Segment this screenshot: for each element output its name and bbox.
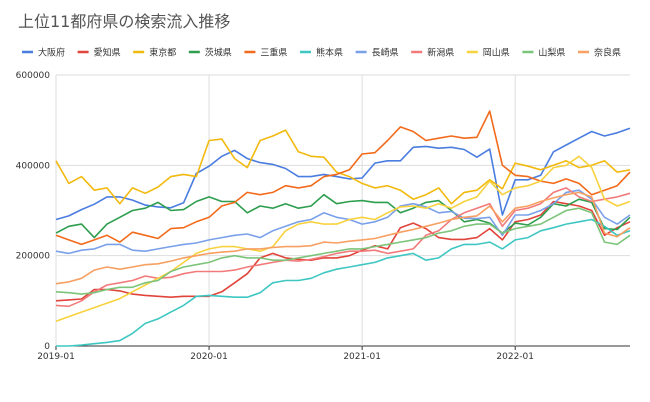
x-tick-label: 2021-01 [343, 352, 381, 362]
legend-item: 新潟県 [411, 47, 454, 59]
series-line-山梨県 [55, 207, 631, 295]
legend-item: 大阪府 [22, 47, 65, 59]
legend-label: 熊本県 [316, 47, 343, 59]
legend-item: 茨城県 [188, 47, 232, 59]
legend-label: 奈良県 [594, 47, 621, 59]
legend-label: 大阪府 [38, 47, 65, 59]
x-tick-label: 2020-01 [190, 352, 228, 362]
legend-label: 新潟県 [427, 47, 454, 59]
x-tick-label: 2022-01 [496, 352, 534, 362]
series-line-長崎県 [55, 189, 631, 255]
legend-item: 三重県 [244, 47, 287, 59]
series-line-熊本県 [56, 218, 631, 347]
y-tick-label: 400000 [16, 161, 51, 171]
legend-label: 岡山県 [483, 48, 510, 59]
series-lines [55, 110, 631, 347]
legend-item: 熊本県 [300, 47, 343, 59]
legend-item: 東京都 [133, 47, 176, 59]
legend-label: 愛知県 [94, 47, 121, 59]
legend: 大阪府 愛知県 東京都 茨城県 三重県 熊本県 長崎県 新潟県 岡山県 山梨県 奈良県 [22, 47, 621, 59]
series-line-新潟県 [55, 187, 631, 308]
legend-label: 茨城県 [205, 47, 232, 59]
legend-item: 愛知県 [77, 47, 121, 59]
y-tick-label: 200000 [16, 252, 51, 262]
legend-label: 東京都 [149, 47, 176, 59]
legend-label: 山梨県 [538, 47, 565, 59]
x-tick-label: 2019-01 [37, 352, 75, 362]
legend-item: 奈良県 [578, 47, 621, 59]
chart-title: 上位11都府県の検索流入推移 [18, 12, 231, 31]
legend-label: 長崎県 [372, 47, 399, 59]
series-line-茨城県 [55, 193, 631, 239]
legend-item: 山梨県 [522, 47, 565, 59]
legend-label: 三重県 [260, 47, 287, 59]
axes: 0 200000 400000 600000 2019-01 2020-01 2021-01… [16, 71, 534, 362]
series-line-奈良県 [55, 191, 631, 285]
series-line-三重県 [55, 110, 631, 246]
y-tick-label: 600000 [16, 71, 51, 81]
y-tick-label: 0 [44, 342, 50, 352]
legend-item: 長崎県 [355, 47, 399, 59]
legend-item: 岡山県 [466, 48, 510, 59]
series-line-愛知県 [55, 200, 631, 302]
series-line-東京都 [55, 129, 631, 205]
